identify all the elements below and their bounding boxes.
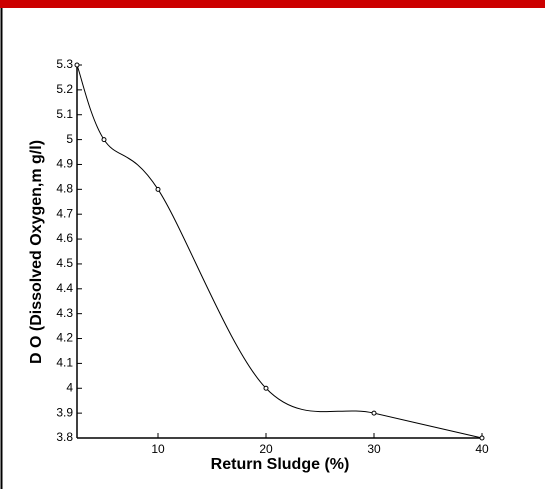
y-tick-label: 4.6 <box>56 231 73 245</box>
y-tick-label: 4 <box>66 380 73 394</box>
y-tick-label: 4.1 <box>56 356 73 370</box>
y-tick-label: 5.3 <box>56 57 73 71</box>
data-point <box>101 137 107 143</box>
y-tick-label: 5.1 <box>56 107 73 121</box>
x-tick-label: 20 <box>259 442 273 456</box>
data-point <box>479 435 485 441</box>
y-axis-label: D O (Dissolved Oxygen,m g/l) <box>28 140 45 364</box>
y-tick-label: 4.4 <box>56 281 73 295</box>
x-tick-label: 10 <box>151 442 165 456</box>
y-tick-label: 4.8 <box>56 182 73 196</box>
data-line <box>76 64 483 439</box>
x-axis-label: Return Sludge (%) <box>211 456 350 473</box>
y-tick-label: 4.9 <box>56 157 73 171</box>
data-point <box>74 62 80 68</box>
x-tick-label: 40 <box>475 442 489 456</box>
x-tick-label: 30 <box>367 442 381 456</box>
data-point <box>155 186 161 192</box>
title-bar <box>0 0 545 8</box>
data-point <box>371 410 377 416</box>
y-tick-label: 5.2 <box>56 82 73 96</box>
y-tick-label: 5 <box>66 132 73 146</box>
y-tick-label: 4.2 <box>56 331 73 345</box>
y-tick-label: 3.8 <box>56 430 73 444</box>
y-tick-label: 4.3 <box>56 306 73 320</box>
data-point <box>263 385 269 391</box>
y-tick-label: 4.7 <box>56 206 73 220</box>
y-tick-label: 4.5 <box>56 256 73 270</box>
y-tick-label: 3.9 <box>56 405 73 419</box>
